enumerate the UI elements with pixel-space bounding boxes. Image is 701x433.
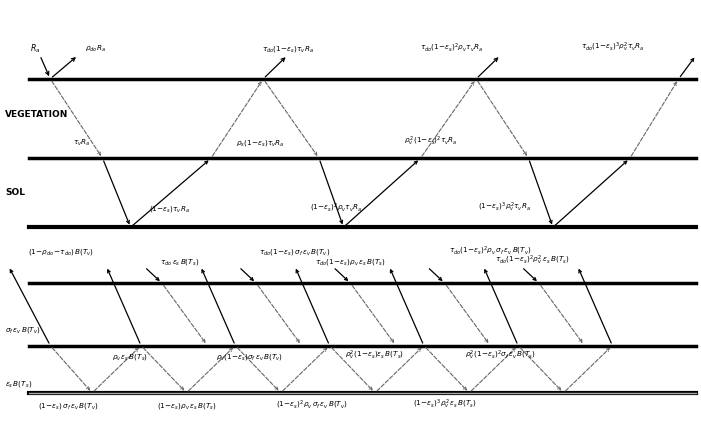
Text: $\tau_{do}(1\!-\!\varepsilon_s)\tau_v R_a$: $\tau_{do}(1\!-\!\varepsilon_s)\tau_v R_… xyxy=(261,44,313,54)
Text: $\tau_{do}(1\!-\!\varepsilon_s)\,\sigma_f\,\varepsilon_v\,B(T_v)$: $\tau_{do}(1\!-\!\varepsilon_s)\,\sigma_… xyxy=(259,247,330,257)
Text: $R_a$: $R_a$ xyxy=(29,43,40,55)
Text: VEGETATION: VEGETATION xyxy=(5,110,68,119)
Text: $\rho_v^2(1\!-\!\varepsilon_s)^2\sigma_f\,\varepsilon_v\,B(T_s)$: $\rho_v^2(1\!-\!\varepsilon_s)^2\sigma_f… xyxy=(465,349,536,362)
Text: $\rho_v(1\!-\!\varepsilon_s)\sigma_f\,\varepsilon_v\,B(T_v)$: $\rho_v(1\!-\!\varepsilon_s)\sigma_f\,\v… xyxy=(216,352,283,362)
Text: $\tau_{do}(1\!-\!\varepsilon_s)^2\rho_v^2\,\varepsilon_s\,B(T_s)$: $\tau_{do}(1\!-\!\varepsilon_s)^2\rho_v^… xyxy=(495,254,569,267)
Text: $(1\!-\!\varepsilon_s)^3\rho_v^2\tau_v R_a$: $(1\!-\!\varepsilon_s)^3\rho_v^2\tau_v R… xyxy=(477,201,531,214)
Text: $\tau_v R_a$: $\tau_v R_a$ xyxy=(73,137,90,148)
Text: $(1\!-\!\varepsilon_s)^2\rho_v\,\sigma_f\,\varepsilon_v\,B(T_v)$: $(1\!-\!\varepsilon_s)^2\rho_v\,\sigma_f… xyxy=(276,399,348,411)
Text: $\rho_v^2(1\!-\!\varepsilon_s)\varepsilon_s\,B(T_s)$: $\rho_v^2(1\!-\!\varepsilon_s)\varepsilo… xyxy=(346,349,404,362)
Text: $\tau_{do}\,\varepsilon_s\,B(T_s)$: $\tau_{do}\,\varepsilon_s\,B(T_s)$ xyxy=(160,257,199,267)
Text: $\varepsilon_s\,B(T_s)$: $\varepsilon_s\,B(T_s)$ xyxy=(5,379,32,389)
Text: $(1\!-\!\varepsilon_s)\rho_v\,\varepsilon_s\,B(T_s)$: $(1\!-\!\varepsilon_s)\rho_v\,\varepsilo… xyxy=(156,401,217,411)
Text: $(1\!-\!\varepsilon_s)\,\sigma_f\,\varepsilon_v\,B(T_v)$: $(1\!-\!\varepsilon_s)\,\sigma_f\,\varep… xyxy=(37,401,98,411)
Text: $(1\!-\!\varepsilon_s)^3\rho_v^2\,\varepsilon_s\,B(T_s)$: $(1\!-\!\varepsilon_s)^3\rho_v^2\,\varep… xyxy=(413,397,477,411)
Text: $\rho_{do}R_a$: $\rho_{do}R_a$ xyxy=(86,44,106,54)
Text: $\rho_v^{\,2}(1\!-\!\varepsilon_s)^2\tau_v R_a$: $\rho_v^{\,2}(1\!-\!\varepsilon_s)^2\tau… xyxy=(404,134,458,148)
Text: SOL: SOL xyxy=(5,188,25,197)
Text: $\tau_{do}(1\!-\!\varepsilon_s)^2\rho_v\,\sigma_f\,\varepsilon_v\,B(T_v)$: $\tau_{do}(1\!-\!\varepsilon_s)^2\rho_v\… xyxy=(449,245,531,257)
Text: $\sigma_f\,\varepsilon_v\,B(T_v)$: $\sigma_f\,\varepsilon_v\,B(T_v)$ xyxy=(5,325,41,335)
Text: $\rho_s(1\!-\!\varepsilon_s)\tau_v R_a$: $\rho_s(1\!-\!\varepsilon_s)\tau_v R_a$ xyxy=(236,138,284,148)
Text: $(1\!-\!\varepsilon_s)\tau_v R_a$: $(1\!-\!\varepsilon_s)\tau_v R_a$ xyxy=(149,204,189,214)
Text: $(1\!-\!\rho_{do}\!-\!\tau_{do})\,B(T_v)$: $(1\!-\!\rho_{do}\!-\!\tau_{do})\,B(T_v)… xyxy=(27,247,94,257)
Text: $\tau_{do}(1\!-\!\varepsilon_s)\rho_v\,\varepsilon_s\,B(T_s)$: $\tau_{do}(1\!-\!\varepsilon_s)\rho_v\,\… xyxy=(315,257,386,267)
Text: $(1\!-\!\varepsilon_s)^2\rho_v\tau_v R_a$: $(1\!-\!\varepsilon_s)^2\rho_v\tau_v R_a… xyxy=(311,202,362,214)
Text: $\tau_{do}(1\!-\!\varepsilon_s)^3\rho_v^2\tau_v R_a$: $\tau_{do}(1\!-\!\varepsilon_s)^3\rho_v^… xyxy=(580,41,644,54)
Text: $\tau_{do}(1\!-\!\varepsilon_s)^2\rho_v\tau_v R_a$: $\tau_{do}(1\!-\!\varepsilon_s)^2\rho_v\… xyxy=(420,42,483,54)
Text: $\rho_v\,\varepsilon_s\,B(T_s)$: $\rho_v\,\varepsilon_s\,B(T_s)$ xyxy=(112,352,149,362)
